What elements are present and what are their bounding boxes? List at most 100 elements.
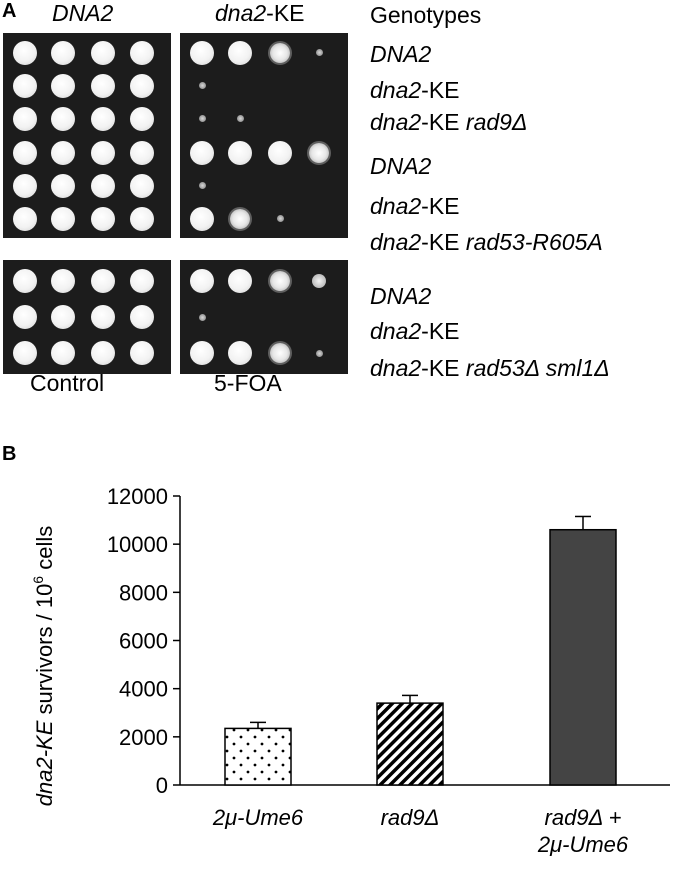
colony-spot (130, 206, 154, 231)
control-plate-label: Control (30, 370, 105, 396)
y-tick-label: 8000 (119, 580, 168, 605)
genotype-label-part: -KE (421, 318, 460, 344)
genotype-label-part: DNA2 (370, 283, 432, 309)
bar-1 (224, 727, 292, 786)
genotype-label: dna2-KE (370, 76, 460, 105)
foa-plate-group-3 (180, 260, 348, 374)
foa-header-allele: -KE (266, 0, 305, 26)
colony-spot (91, 269, 115, 293)
colony-spot (51, 173, 75, 198)
y-tick-label: 0 (156, 773, 168, 798)
bar-2 (376, 702, 444, 786)
colony-spot (190, 40, 214, 65)
y-tick-label: 12000 (107, 484, 168, 509)
colony-spot (198, 182, 206, 189)
colony-spot (13, 206, 37, 231)
colony-spot (228, 269, 252, 293)
genotype-label: DNA2 (370, 152, 431, 181)
colony-spot (190, 206, 214, 231)
y-tick-label: 4000 (119, 677, 168, 702)
genotype-label-part: -KE (421, 193, 460, 219)
foa-header-gene: dna2 (215, 0, 267, 26)
genotype-label-part: dna2 (370, 77, 422, 103)
foa-plate-group-2 (180, 133, 348, 238)
colony-spot (13, 173, 37, 198)
colony-spot (228, 40, 252, 65)
colony-spot (91, 305, 115, 329)
colony-spot (315, 49, 323, 56)
genotype-label: dna2-KE rad53Δ sml1Δ (370, 354, 610, 383)
colony-spot (13, 341, 37, 365)
panel-a-letter: A (2, 0, 17, 22)
colony-spot (270, 343, 290, 363)
colony-spot (13, 305, 37, 329)
colony-spot (51, 206, 75, 231)
foa-plate-label: 5-FOA (214, 370, 282, 396)
colony-spot (268, 140, 292, 165)
genotype-label-part: dna2 (370, 318, 422, 344)
genotype-label: dna2-KE rad9Δ (370, 108, 527, 137)
colony-spot (198, 82, 206, 89)
genotype-label-part: rad53-R605A (465, 229, 603, 255)
genotypes-header: Genotypes (370, 2, 482, 28)
colony-spot (51, 106, 75, 131)
colony-spot (13, 106, 37, 131)
control-column-header: DNA2 (52, 0, 114, 26)
colony-spot (91, 140, 115, 165)
control-plate-group-3 (3, 260, 171, 374)
y-tick-label: 6000 (119, 629, 168, 654)
colony-spot (130, 73, 154, 98)
colony-spot (13, 40, 37, 65)
colony-spot (130, 106, 154, 131)
colony-spot (130, 269, 154, 293)
colony-spot (130, 341, 154, 365)
colony-spot (51, 140, 75, 165)
genotype-label: dna2-KE (370, 192, 460, 221)
colony-spot (270, 42, 290, 63)
colony-spot (190, 140, 214, 165)
genotype-label-part: DNA2 (370, 153, 432, 179)
colony-spot (198, 115, 206, 122)
colony-spot (270, 271, 290, 291)
colony-spot (228, 341, 252, 365)
colony-spot (228, 140, 252, 165)
colony-spot (13, 269, 37, 293)
genotype-label: dna2-KE rad53-R605A (370, 228, 603, 257)
colony-spot (130, 40, 154, 65)
colony-spot (51, 73, 75, 98)
colony-spot (13, 140, 37, 165)
x-category-label: rad9Δ + (545, 805, 622, 830)
control-plate-group-1 (3, 33, 171, 138)
colony-spot (91, 206, 115, 231)
bar-3 (549, 528, 617, 786)
colony-spot (130, 173, 154, 198)
y-axis-label: dna2-KE survivors / 106 cells (30, 526, 57, 806)
colony-spot (51, 305, 75, 329)
genotype-label-part: dna2 (370, 109, 422, 135)
colony-spot (130, 305, 154, 329)
x-category-label: rad9Δ (381, 805, 440, 830)
colony-spot (91, 106, 115, 131)
colony-spot (91, 341, 115, 365)
colony-spot (130, 140, 154, 165)
genotype-label-part: dna2 (370, 193, 422, 219)
y-tick-label: 2000 (119, 725, 168, 750)
colony-spot (276, 215, 284, 222)
y-tick-label: 10000 (107, 532, 168, 557)
colony-spot (91, 40, 115, 65)
genotype-label-part: -KE (421, 109, 466, 135)
colony-spot (51, 341, 75, 365)
x-category-label: 2μ-Ume6 (537, 832, 629, 857)
genotype-label: DNA2 (370, 282, 431, 311)
genotype-label-part: rad9Δ (465, 109, 528, 135)
genotype-label-part: rad53Δ sml1Δ (465, 355, 610, 381)
colony-spot (91, 173, 115, 198)
colony-spot (51, 40, 75, 65)
colony-spot (315, 349, 323, 357)
colony-spot (13, 73, 37, 98)
genotype-label-part: DNA2 (370, 41, 432, 67)
colony-spot (91, 73, 115, 98)
colony-spot (198, 313, 206, 321)
genotype-label-part: dna2 (370, 355, 422, 381)
